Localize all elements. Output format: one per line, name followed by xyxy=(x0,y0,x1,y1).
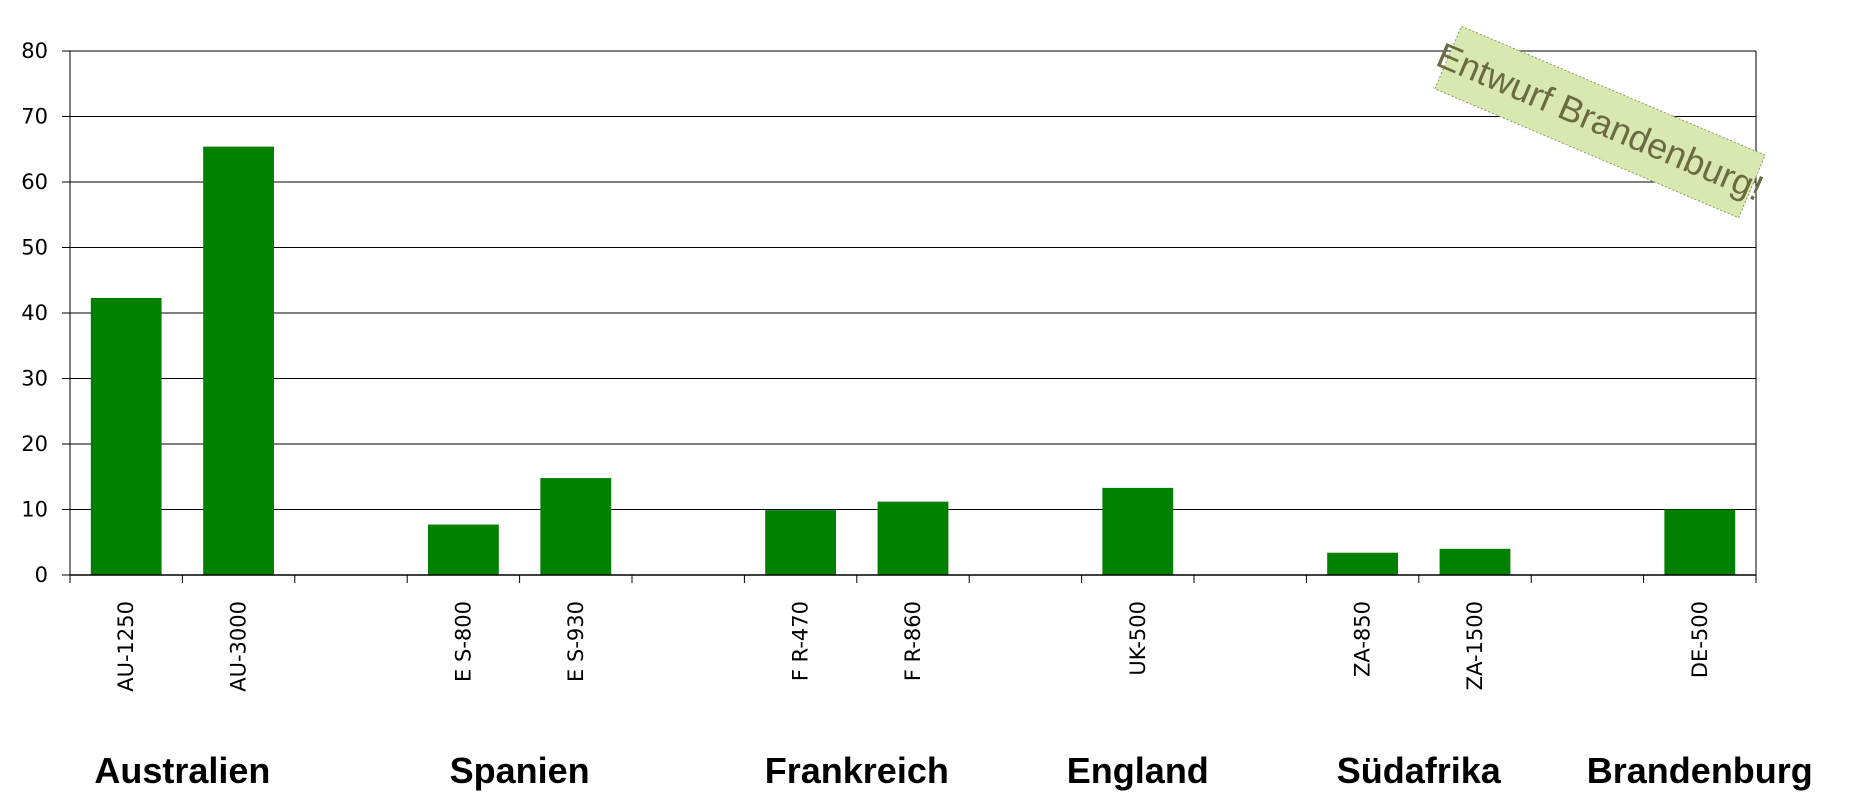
group-label: Brandenburg xyxy=(1587,750,1813,791)
x-tick-label: E S-800 xyxy=(451,601,475,682)
bar xyxy=(90,297,162,575)
y-tick-label: 30 xyxy=(21,367,48,391)
draft-stamp-text: Entwurf Brandenburg! xyxy=(1431,34,1769,209)
x-tick-label: AU-1250 xyxy=(114,601,138,692)
y-tick-label: 50 xyxy=(21,236,48,260)
bar xyxy=(1439,548,1511,575)
y-tick-label: 20 xyxy=(21,432,48,456)
gridlines xyxy=(70,50,1756,510)
bar xyxy=(765,510,837,575)
group-label: Südafrika xyxy=(1337,750,1502,791)
group-label: Frankreich xyxy=(765,750,949,791)
y-tick-label: 0 xyxy=(35,563,48,587)
group-label: Spanien xyxy=(450,750,590,791)
y-tick-label: 60 xyxy=(21,170,48,194)
bars xyxy=(90,146,1736,575)
y-tick-label: 80 xyxy=(21,39,48,63)
bar xyxy=(1327,552,1399,575)
bar xyxy=(877,501,949,575)
bar xyxy=(427,524,499,575)
x-tick-label: F R-470 xyxy=(789,601,813,681)
x-tick-label: ZA-1500 xyxy=(1463,601,1487,690)
x-tick-label: AU-3000 xyxy=(227,601,251,692)
draft-stamp: Entwurf Brandenburg! xyxy=(1431,25,1769,219)
y-tick-label: 10 xyxy=(21,498,48,522)
axes xyxy=(62,50,1757,583)
x-tick-label: UK-500 xyxy=(1126,601,1150,676)
x-axis-tick-labels: AU-1250 AU-3000 E S-800 E S-930 F R-470 F R-8… xyxy=(114,601,1712,692)
x-tick-label: F R-860 xyxy=(901,601,925,681)
bar xyxy=(1102,487,1174,575)
group-label: Australien xyxy=(94,750,270,791)
y-tick-label: 40 xyxy=(21,301,48,325)
x-tick-label: ZA-850 xyxy=(1351,601,1375,677)
y-tick-label: 70 xyxy=(21,105,48,129)
x-tick-label: E S-930 xyxy=(564,601,588,682)
draft-stamp-background xyxy=(1434,25,1766,219)
bar xyxy=(540,478,612,575)
bar xyxy=(1664,509,1736,575)
group-labels: Australien Spanien Frankreich England Südafr… xyxy=(94,750,1812,791)
bar xyxy=(203,146,275,575)
y-axis-tick-labels: 0 10 20 30 40 50 60 70 80 xyxy=(21,39,48,587)
x-tick-label: DE-500 xyxy=(1688,601,1712,678)
group-label: England xyxy=(1067,750,1209,791)
